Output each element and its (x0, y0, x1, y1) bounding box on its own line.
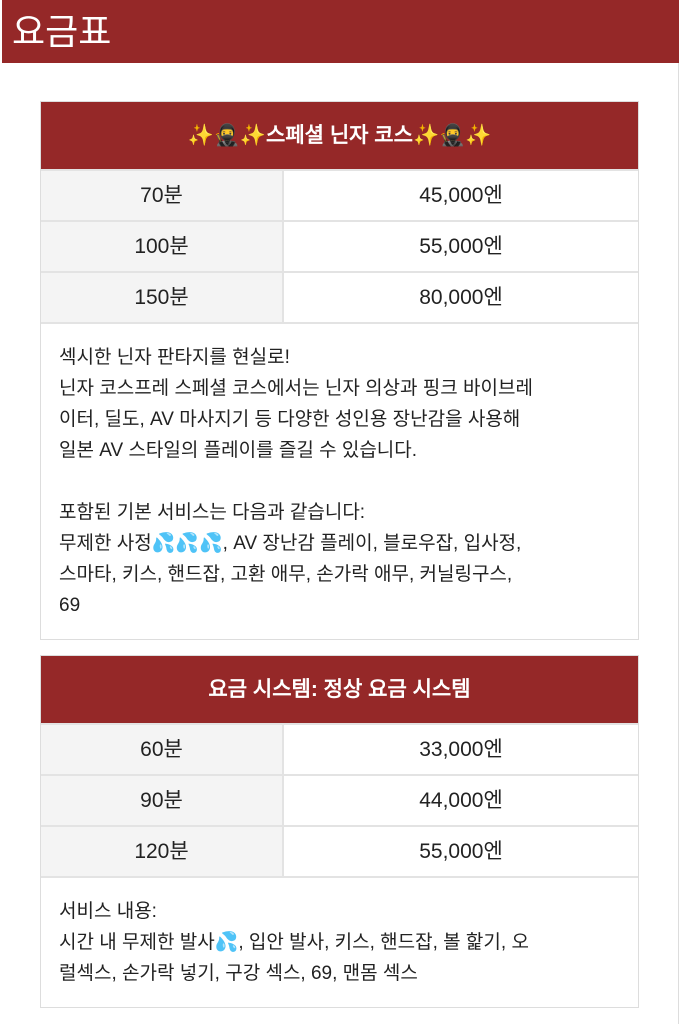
description-line: 포함된 기본 서비스는 다음과 같습니다: (59, 502, 366, 523)
card-heading: ✨🥷✨스페셜 닌자 코스✨🥷✨ (41, 102, 638, 169)
price-row: 120분 55,000엔 (41, 825, 638, 876)
price-cell: 55,000엔 (419, 235, 503, 258)
duration-cell: 60분 (41, 725, 284, 774)
duration-cell: 120분 (41, 827, 284, 876)
description-line: 일본 AV 스타일의 플레이를 즐길 수 있습니다. (59, 440, 418, 461)
page-title: 요금표 (12, 11, 112, 52)
description-line: 서비스 내용: (59, 901, 157, 922)
duration-cell: 150분 (41, 273, 284, 322)
card-description: 섹시한 닌자 판타지를 현실로! 닌자 코스프레 스페셜 코스에서는 닌자 의상… (41, 322, 638, 639)
description-line: 닌자 코스프레 스페셜 코스에서는 닌자 의상과 핑크 바이브레 (59, 378, 533, 399)
pricing-card-ninja-course: ✨🥷✨스페셜 닌자 코스✨🥷✨ 70분 45,000엔 100분 55,000엔 1… (40, 101, 639, 640)
price-row: 90분 44,000엔 (41, 774, 638, 825)
duration-cell: 90분 (41, 776, 284, 825)
price-cell: 55,000엔 (419, 840, 503, 863)
price-cell: 44,000엔 (419, 789, 503, 812)
duration-cell: 100분 (41, 222, 284, 271)
description-line: 섹시한 닌자 판타지를 현실로! (59, 347, 290, 368)
card-heading: 요금 시스템: 정상 요금 시스템 (41, 656, 638, 723)
price-row: 100분 55,000엔 (41, 220, 638, 271)
pricing-card-normal-system: 요금 시스템: 정상 요금 시스템 60분 33,000엔 90분 44,000엔 … (40, 655, 639, 1008)
description-blank-line (59, 466, 620, 497)
description-line: 무제한 사정💦💦💦, AV 장난감 플레이, 블로우잡, 입사정, (59, 533, 522, 554)
price-cell: 33,000엔 (419, 738, 503, 761)
description-line: 이터, 딜도, AV 마사지기 등 다양한 성인용 장난감을 사용해 (59, 409, 521, 430)
page-header: 요금표 (2, 0, 679, 63)
description-line: 럴섹스, 손가락 넣기, 구강 섹스, 69, 맨몸 섹스 (59, 963, 418, 984)
price-cell: 80,000엔 (419, 286, 503, 309)
duration-cell: 70분 (41, 171, 284, 220)
description-line: 스마타, 키스, 핸드잡, 고환 애무, 손가락 애무, 커닐링구스, (59, 564, 513, 585)
content-frame (2, 63, 679, 1024)
description-line: 69 (59, 595, 81, 616)
price-row: 60분 33,000엔 (41, 723, 638, 774)
card-description: 서비스 내용: 시간 내 무제한 발사💦, 입안 발사, 키스, 핸드잡, 볼 … (41, 876, 638, 1007)
price-row: 150분 80,000엔 (41, 271, 638, 322)
price-cell: 45,000엔 (419, 184, 503, 207)
price-row: 70분 45,000엔 (41, 169, 638, 220)
description-line: 시간 내 무제한 발사💦, 입안 발사, 키스, 핸드잡, 볼 핥기, 오 (59, 932, 529, 953)
